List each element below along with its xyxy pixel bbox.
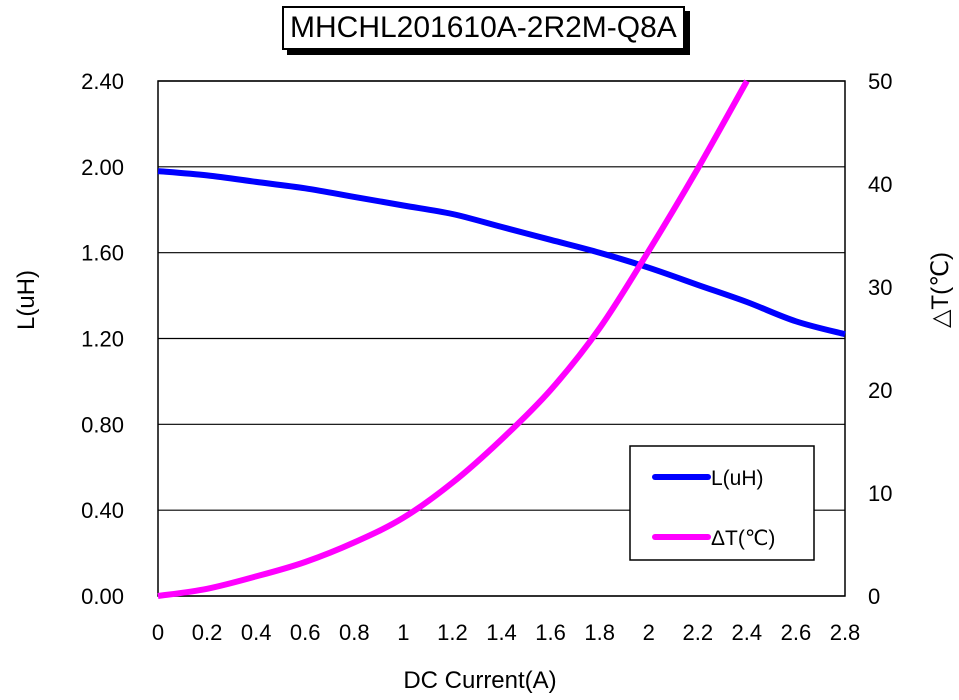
- x-tick-label: 0.4: [241, 620, 272, 645]
- y-axis-ticks: 0.00 0.40 0.80 1.20 1.60 2.00 2.40: [81, 69, 124, 609]
- x-axis-ticks: 0 0.2 0.4 0.6 0.8 1 1.2 1.4 1.6 1.8 2 2.2 2.4 2.6 2.8: [152, 620, 860, 645]
- y2-tick-label: 50: [868, 69, 892, 94]
- x-tick-label: 0.2: [192, 620, 223, 645]
- legend: L(uH) ΔT(℃): [629, 445, 815, 561]
- x-tick-label: 1.4: [486, 620, 517, 645]
- y2-tick-label: 10: [868, 481, 892, 506]
- y2-tick-label: 20: [868, 378, 892, 403]
- y-tick-label: 2.00: [81, 155, 124, 180]
- x-tick-label: 2.6: [781, 620, 812, 645]
- series-line-dt: [157, 79, 750, 599]
- y-tick-label: 0.40: [81, 498, 124, 523]
- x-tick-label: 0: [152, 620, 164, 645]
- x-tick-label: 1.6: [535, 620, 566, 645]
- legend-label-dt: ΔT(℃): [711, 527, 775, 550]
- series-line-l: [157, 168, 846, 338]
- chart-title: MHCHL201610A-2R2M-Q8A: [282, 6, 685, 50]
- x-tick-label: 2.4: [732, 620, 763, 645]
- y2-tick-label: 40: [868, 172, 892, 197]
- x-axis-title: DC Current(A): [403, 667, 556, 694]
- y2-axis-ticks: 0 10 20 30 40 50: [868, 69, 892, 609]
- x-tick-label: 2: [643, 620, 655, 645]
- x-tick-label: 0.8: [339, 620, 370, 645]
- y-tick-label: 1.60: [81, 241, 124, 266]
- y-tick-label: 0.80: [81, 412, 124, 437]
- x-tick-label: 1.8: [584, 620, 615, 645]
- y-tick-label: 2.40: [81, 69, 124, 94]
- x-tick-label: 1.2: [437, 620, 468, 645]
- legend-label-l: L(uH): [711, 467, 764, 490]
- legend-box: [629, 445, 815, 561]
- y2-axis-title: △T(℃): [927, 252, 954, 328]
- plot-area-frame: [157, 80, 846, 597]
- x-tick-label: 2.2: [682, 620, 713, 645]
- y-axis-title: L(uH): [13, 270, 40, 330]
- x-tick-label: 2.8: [830, 620, 861, 645]
- y2-tick-label: 0: [868, 584, 880, 609]
- y2-tick-label: 30: [868, 275, 892, 300]
- y-tick-label: 0.00: [81, 584, 124, 609]
- x-tick-label: 0.6: [290, 620, 321, 645]
- series-layer: [157, 79, 846, 599]
- x-tick-label: 1: [397, 620, 409, 645]
- y-tick-label: 1.20: [81, 327, 124, 352]
